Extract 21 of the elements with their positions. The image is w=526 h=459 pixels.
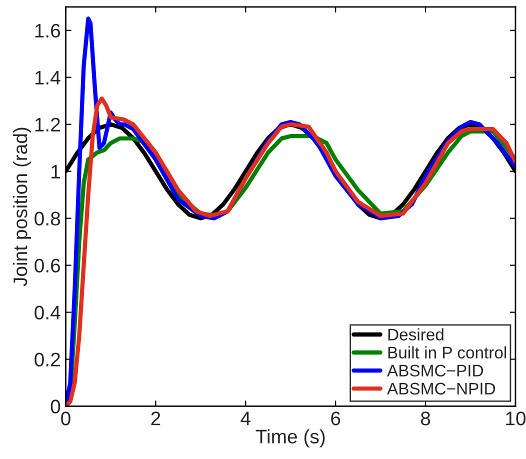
- x-tick-label: 0: [61, 412, 70, 426]
- legend-label: Built in P control: [388, 346, 506, 359]
- x-axis-title: Time (s): [256, 429, 325, 448]
- y-tick-label: 1: [52, 164, 60, 178]
- y-tick-label: 0.8: [34, 212, 60, 226]
- legend-label: ABSMC−NPID: [387, 382, 496, 395]
- y-tick-label: 1.4: [35, 71, 60, 84]
- y-tick-label: 0.4: [34, 306, 60, 320]
- legend-label: Desired: [388, 328, 444, 340]
- x-tick-label: 8: [420, 412, 430, 426]
- x-tick-label: 10: [506, 412, 526, 426]
- legend-label: ABSMC−PID: [387, 364, 484, 377]
- x-tick-label: 4: [240, 412, 250, 426]
- y-tick-label: 0.6: [34, 258, 60, 273]
- x-tick-label: 2: [151, 412, 160, 426]
- y-tick-label: 1.6: [35, 24, 60, 38]
- y-tick-label: 0: [50, 400, 60, 414]
- y-tick-label: 1.2: [35, 118, 60, 132]
- x-tick-label: 6: [331, 412, 340, 426]
- y-tick-label: 0.2: [34, 352, 60, 366]
- y-axis-title: Joint position (rad): [12, 128, 32, 286]
